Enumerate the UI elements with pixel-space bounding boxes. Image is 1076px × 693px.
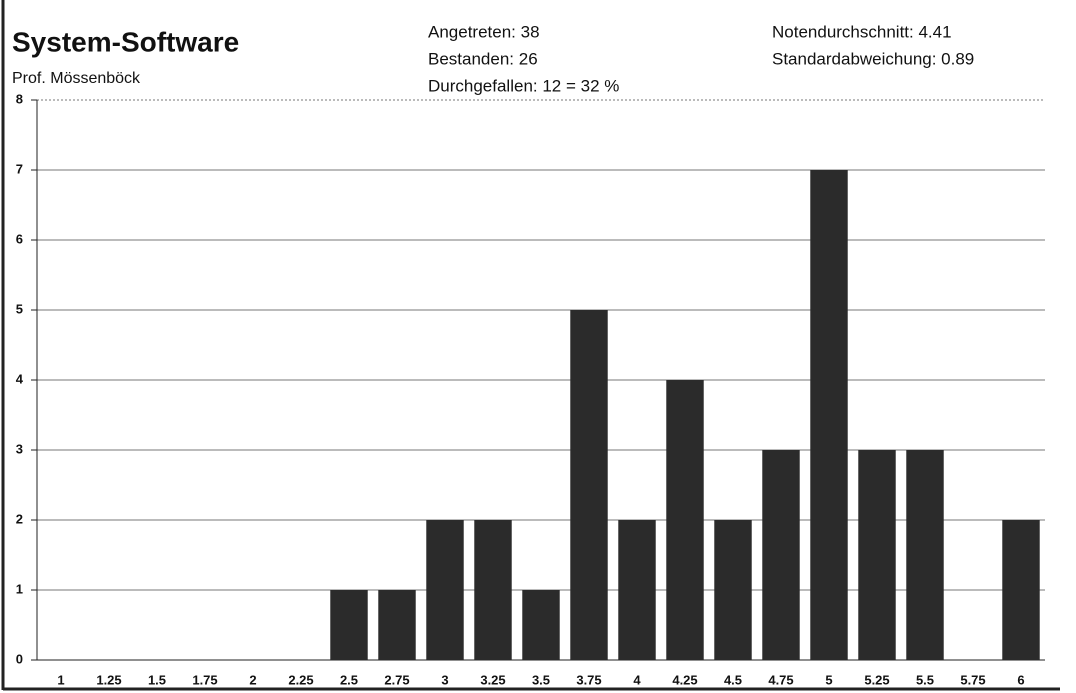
bar — [810, 170, 848, 660]
x-tick-label: 3.25 — [480, 672, 505, 687]
y-tick-label: 5 — [16, 301, 23, 316]
bar — [762, 450, 800, 660]
x-tick-label: 6 — [1017, 672, 1024, 687]
y-tick-label: 1 — [16, 581, 23, 596]
bar — [330, 590, 368, 660]
annotation: Bestanden: 26 — [428, 49, 538, 68]
bar — [666, 380, 704, 660]
x-tick-label: 4.75 — [768, 672, 793, 687]
y-tick-label: 0 — [16, 651, 23, 666]
x-tick-label: 4.25 — [672, 672, 697, 687]
bar — [474, 520, 512, 660]
x-tick-label: 2.75 — [384, 672, 409, 687]
y-tick-label: 4 — [16, 371, 24, 386]
x-tick-label: 4 — [633, 672, 641, 687]
annotation: Angetreten: 38 — [428, 22, 540, 41]
y-tick-label: 7 — [16, 161, 23, 176]
x-tick-label: 1.5 — [148, 672, 166, 687]
y-tick-label: 8 — [16, 91, 23, 106]
bar — [714, 520, 752, 660]
y-tick-label: 2 — [16, 511, 23, 526]
x-tick-label: 5.25 — [864, 672, 889, 687]
bar — [426, 520, 464, 660]
annotation: Durchgefallen: 12 = 32 % — [428, 76, 619, 95]
x-tick-label: 3.75 — [576, 672, 601, 687]
bar — [570, 310, 608, 660]
bar — [378, 590, 416, 660]
x-tick-label: 5.5 — [916, 672, 934, 687]
x-tick-label: 3.5 — [532, 672, 550, 687]
y-tick-label: 3 — [16, 441, 23, 456]
x-tick-label: 4.5 — [724, 672, 742, 687]
annotation: Standardabweichung: 0.89 — [772, 49, 974, 68]
bar — [858, 450, 896, 660]
x-tick-label: 1.75 — [192, 672, 217, 687]
x-tick-label: 3 — [441, 672, 448, 687]
x-tick-label: 1.25 — [96, 672, 121, 687]
chart-subtitle: Prof. Mössenböck — [12, 70, 141, 87]
bar — [1002, 520, 1040, 660]
chart-title: System-Software — [12, 26, 239, 57]
bar — [522, 590, 560, 660]
x-tick-label: 2.25 — [288, 672, 313, 687]
x-tick-label: 5 — [825, 672, 832, 687]
x-tick-label: 5.75 — [960, 672, 985, 687]
bar — [906, 450, 944, 660]
annotation: Notendurchschnitt: 4.41 — [772, 22, 952, 41]
y-tick-label: 6 — [16, 231, 23, 246]
bar — [618, 520, 656, 660]
x-tick-label: 1 — [57, 672, 64, 687]
x-tick-label: 2 — [249, 672, 256, 687]
x-tick-label: 2.5 — [340, 672, 358, 687]
